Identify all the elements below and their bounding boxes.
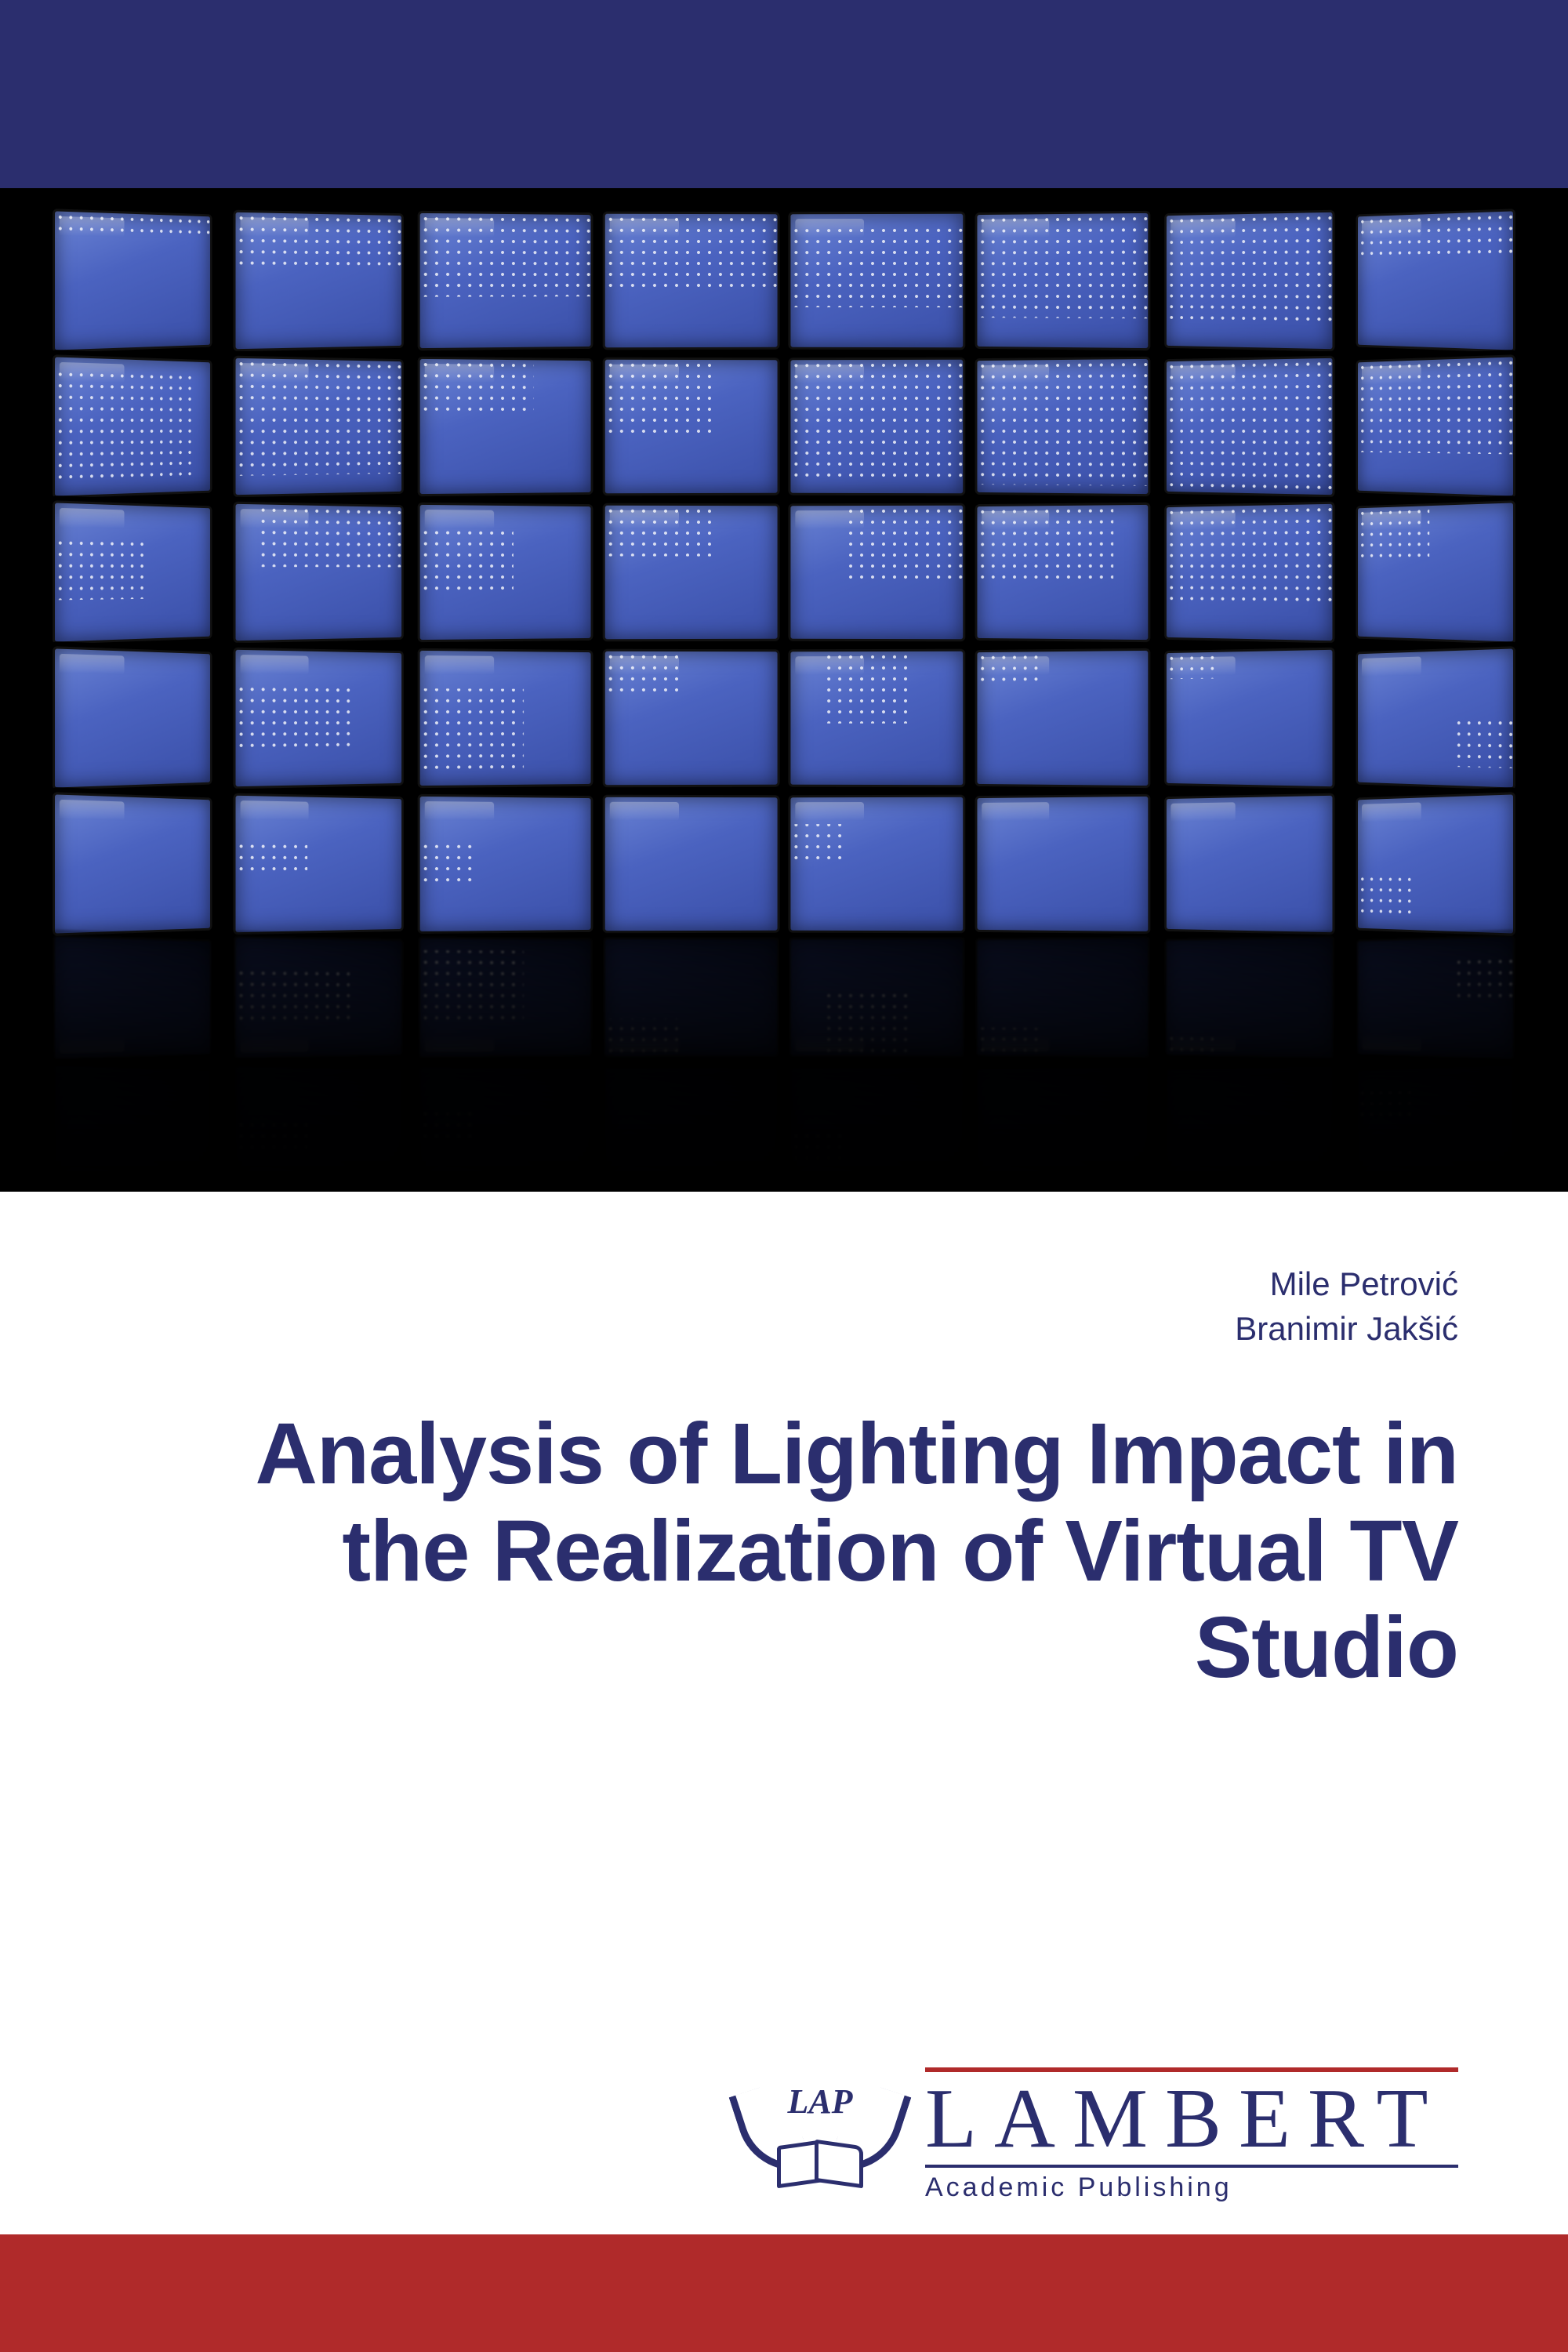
video-wall-screen [788,649,965,788]
video-wall-screen [234,502,405,644]
video-wall-screen [602,503,779,642]
video-wall-screen [788,358,965,496]
video-wall-screen [417,211,593,350]
video-wall-screen [1164,793,1335,935]
author-1: Mile Petrović [110,1262,1458,1307]
video-wall-screen [53,354,212,499]
video-wall-screen [1164,210,1335,352]
video-wall-screen [1356,646,1515,790]
publisher-badge-text: LAP [787,2082,852,2122]
video-wall-screen [1356,209,1515,353]
video-wall-screen [975,794,1151,934]
video-wall-screen [788,795,965,934]
publisher-block: LAP LAMBERT Academic Publishing [742,2067,1458,2203]
video-wall-screen [53,792,212,936]
author-2: Branimir Jakšić [110,1307,1458,1352]
book-title: Analysis of Lighting Impact in the Reali… [110,1406,1458,1696]
video-wall-screen [234,793,405,935]
video-wall-screen [417,357,593,496]
video-wall-screen [602,649,779,788]
video-wall-screen [417,503,593,642]
authors-block: Mile Petrović Branimir Jakšić [110,1262,1458,1351]
bottom-band [0,2234,1568,2352]
video-wall-screen [602,212,779,350]
video-wall-screen [1164,648,1335,789]
publisher-subline: Academic Publishing [925,2165,1458,2203]
publisher-logo: LAP [742,2077,898,2194]
video-wall-screen [234,356,405,498]
video-wall-screen [975,503,1151,642]
video-wall-screen [53,646,212,790]
cover-content: Mile Petrović Branimir Jakšić Analysis o… [0,1192,1568,1696]
video-wall-screen [417,794,593,934]
video-wall-screen [234,648,405,789]
book-icon [777,2143,863,2187]
video-wall-screen [1356,500,1515,644]
video-wall-screen [975,357,1151,496]
video-wall-screen [1356,354,1515,499]
video-wall-screen [788,212,965,350]
video-wall-screen [788,503,965,642]
video-wall-screen [417,648,593,788]
video-wall-screen [1356,792,1515,936]
video-wall-screen [53,209,212,353]
video-wall-screen [602,358,779,496]
publisher-name: LAMBERT [925,2077,1458,2161]
video-wall-screen [975,211,1151,350]
video-wall-screen [234,210,405,352]
hero-video-wall [0,188,1568,1192]
video-wall-screen [1164,502,1335,644]
video-wall-screen [1164,356,1335,498]
video-wall-screen [53,500,212,644]
video-wall-screen [975,648,1151,788]
video-wall-screen [602,795,779,934]
top-band [0,0,1568,188]
